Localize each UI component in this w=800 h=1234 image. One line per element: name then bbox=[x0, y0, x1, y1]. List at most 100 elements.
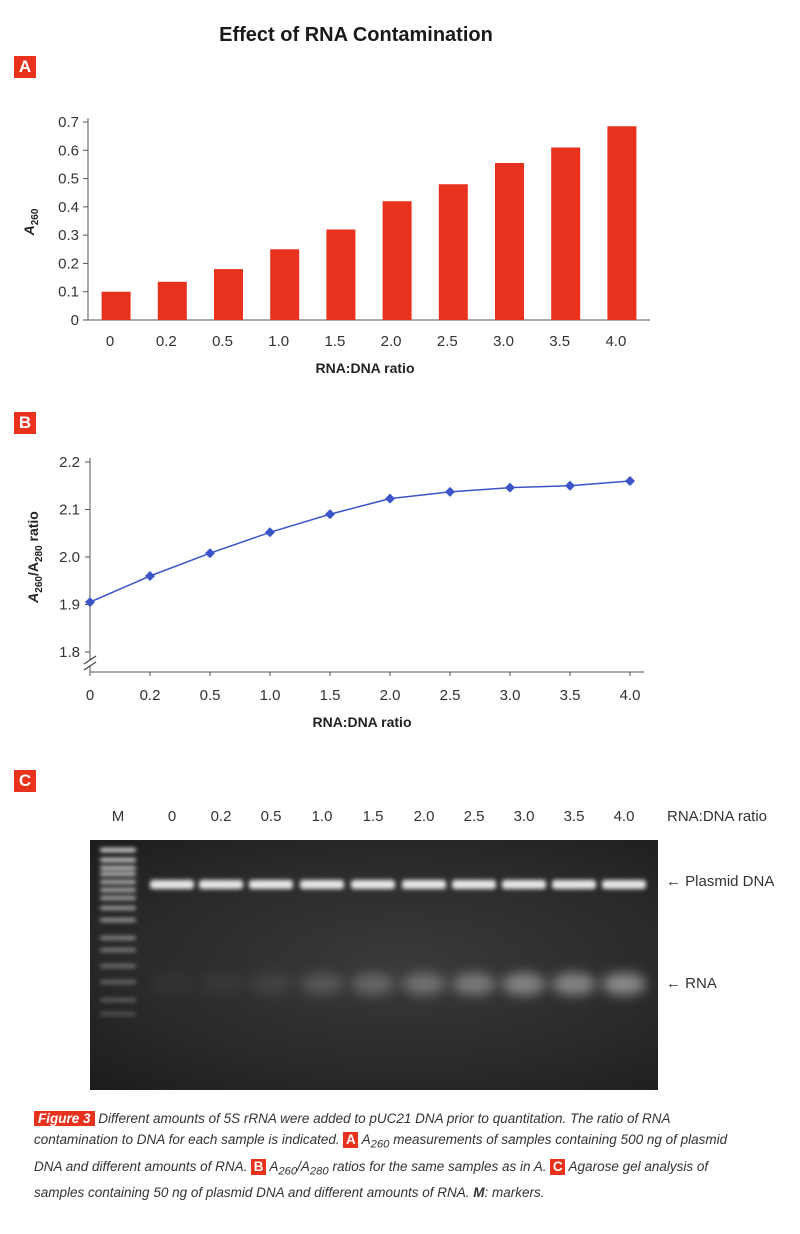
b-data-point bbox=[85, 597, 95, 608]
b-y-tick-label: 2.2 bbox=[59, 454, 80, 471]
b-data-point bbox=[325, 509, 335, 520]
a-x-tick-label: 3.5 bbox=[549, 333, 570, 350]
plasmid-dna-label: ← Plasmid DNA bbox=[666, 873, 775, 890]
caption-part-b-pre: A bbox=[266, 1158, 279, 1174]
caption-part-a: measurements of samples containing 500 n… bbox=[34, 1132, 728, 1174]
a-x-tick-label: 2.5 bbox=[437, 333, 458, 350]
gel-plasmid-band bbox=[199, 880, 243, 889]
gel-plasmid-band bbox=[402, 880, 446, 889]
gel-marker-band bbox=[100, 880, 136, 884]
gel-lane-label: 2.0 bbox=[413, 808, 435, 825]
b-x-tick-label: 3.5 bbox=[560, 687, 581, 704]
caption-badge-c: C bbox=[550, 1158, 566, 1175]
a-y-tick-label: 0.6 bbox=[58, 142, 79, 159]
a-x-tick-label: 4.0 bbox=[605, 333, 626, 350]
a-bar bbox=[326, 229, 356, 320]
b-data-point bbox=[505, 482, 515, 493]
a-x-tick-label: 0.5 bbox=[212, 333, 233, 350]
a-bar bbox=[214, 269, 243, 320]
a-y-tick-label: 0 bbox=[71, 312, 79, 329]
a-bar bbox=[382, 201, 412, 320]
panel-c-badge: C bbox=[14, 770, 36, 792]
gel-marker-band bbox=[100, 872, 136, 876]
b-y-tick-label: 1.8 bbox=[59, 644, 80, 661]
b-axis-break bbox=[83, 655, 97, 671]
gel-rna-band bbox=[150, 973, 194, 995]
a-y-tick-label: 0.7 bbox=[58, 114, 79, 131]
a-x-tick-label: 3.0 bbox=[493, 333, 514, 350]
caption-markers-key: M bbox=[473, 1185, 485, 1201]
gel-rna-band bbox=[552, 973, 596, 995]
a-y-tick-label: 0.2 bbox=[58, 255, 79, 272]
b-data-point bbox=[625, 476, 635, 486]
a-x-tick-label: 1.0 bbox=[268, 333, 289, 350]
b-x-tick-label: 1.5 bbox=[320, 687, 341, 704]
gel-lane-label: 4.0 bbox=[613, 808, 635, 825]
b-series-line bbox=[89, 480, 631, 603]
b-data-point bbox=[385, 493, 395, 504]
figure-tag: Figure 3 bbox=[34, 1111, 95, 1126]
gel-lane-label: 0.5 bbox=[260, 808, 282, 825]
a-bar bbox=[270, 249, 300, 320]
gel-plasmid-band bbox=[300, 880, 344, 889]
panel-a-badge: A bbox=[14, 56, 36, 78]
gel-marker-band bbox=[100, 888, 136, 892]
a-bar bbox=[101, 291, 131, 320]
gel-marker-band bbox=[100, 964, 136, 968]
a-x-tick-label: 0.2 bbox=[156, 333, 177, 350]
gel-lane-label: 3.0 bbox=[513, 808, 535, 825]
gel-rna-band bbox=[249, 973, 293, 995]
b-data-point bbox=[145, 571, 155, 581]
a-bar bbox=[495, 163, 524, 320]
gel-lane-label: 1.0 bbox=[311, 808, 333, 825]
gel-rna-band bbox=[502, 973, 546, 995]
caption-part-b-sub2: 280 bbox=[309, 1165, 329, 1178]
b-data-point bbox=[205, 548, 215, 559]
gel-rna-band bbox=[402, 973, 446, 995]
b-x-tick-label: 1.0 bbox=[260, 687, 281, 704]
gel-marker-band bbox=[100, 866, 136, 870]
b-x-tick-label: 2.5 bbox=[440, 687, 461, 704]
b-y-tick-label: 1.9 bbox=[59, 597, 80, 614]
caption-part-c: Agarose gel analysis of samples containi… bbox=[34, 1158, 709, 1201]
a-y-tick-label: 0.3 bbox=[58, 227, 79, 244]
panel-b-badge: B bbox=[14, 412, 36, 434]
gel-rna-band bbox=[199, 973, 243, 995]
caption-part-b: ratios for the same samples as in A. bbox=[328, 1158, 551, 1174]
a-x-axis-title: RNA:DNA ratio bbox=[315, 360, 414, 376]
a-y-tick-label: 0.5 bbox=[58, 171, 79, 188]
caption-part-b-mid: /A bbox=[297, 1158, 310, 1174]
a-x-tick-label: 1.5 bbox=[324, 333, 345, 350]
gel-plasmid-band bbox=[502, 880, 546, 889]
gel-ratio-label: RNA:DNA ratio bbox=[667, 808, 768, 825]
a-y-tick-label: 0.4 bbox=[58, 199, 79, 216]
a-bar bbox=[157, 281, 187, 320]
gel-lane-label: 0.2 bbox=[210, 808, 232, 825]
gel-rna-band bbox=[452, 973, 496, 995]
gel-lane-label: 3.5 bbox=[563, 808, 585, 825]
gel-marker-band bbox=[100, 858, 136, 862]
gel-plasmid-band bbox=[552, 880, 596, 889]
caption-part-a-sub: 260 bbox=[370, 1138, 390, 1151]
gel-panel: M 0 0.2 0.5 1.0 1.5 2.0 2.5 3.0 3.5 4.0 RNA:DNA ra… bbox=[90, 800, 790, 1092]
caption-part-a-pre: A bbox=[358, 1132, 371, 1147]
b-y-tick-label: 2.1 bbox=[59, 502, 80, 519]
a-x-tick-label: 2.0 bbox=[381, 333, 402, 350]
gel-plasmid-band bbox=[602, 880, 646, 889]
b-data-point bbox=[565, 480, 575, 491]
caption-intro: Different amounts of 5S rRNA were added … bbox=[34, 1111, 671, 1147]
a-bar bbox=[551, 147, 581, 320]
caption-badge-a: A bbox=[343, 1132, 359, 1148]
gel-lane-label: 0 bbox=[167, 808, 177, 825]
b-x-tick-label: 0 bbox=[86, 687, 94, 704]
b-x-tick-label: 0.2 bbox=[140, 687, 161, 704]
a-x-tick-label: 0 bbox=[106, 333, 114, 350]
gel-marker-band bbox=[100, 906, 136, 910]
gel-lane-label: M bbox=[111, 808, 125, 825]
gel-marker-band bbox=[100, 980, 136, 984]
gel-marker-band bbox=[100, 896, 136, 900]
b-x-tick-label: 3.0 bbox=[500, 687, 521, 704]
caption-part-b-sub1: 260 bbox=[278, 1165, 298, 1178]
gel-marker-band bbox=[100, 1012, 136, 1016]
gel-lane-header: M 0 0.2 0.5 1.0 1.5 2.0 2.5 3.0 3.5 4.0 bbox=[90, 800, 790, 830]
